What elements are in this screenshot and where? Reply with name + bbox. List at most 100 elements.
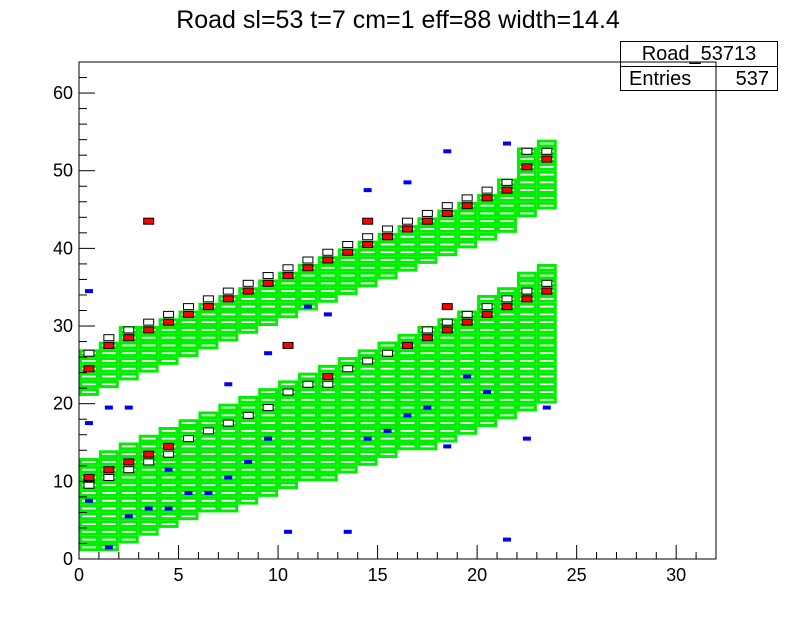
lower-road-box [278,403,298,412]
hit-red-cell [302,264,314,272]
lower-road-box [477,388,498,396]
lower-road-box [397,357,418,365]
lower-road-box [138,465,159,474]
lower-road-box [317,426,338,435]
upper-road-box [337,263,358,272]
lower-road-box [258,465,279,474]
lower-road-box [536,349,557,358]
lower-road-box [417,403,438,412]
y-tick-label: 0 [63,549,73,569]
upper-road-box [516,178,537,187]
lower-road-box [397,426,418,435]
lower-road-box [118,489,139,497]
hit-red-cell [342,248,354,256]
axes: 0 5 10 15 20 25 30 0 10 20 30 40 50 60 [53,61,717,585]
lower-road-box [516,333,537,342]
lower-road-box [417,411,438,420]
lower-road-box [457,333,478,342]
lower-road-box [258,450,279,459]
lower-road-box [297,419,318,427]
lower-road-box [198,496,219,505]
upper-road-box [417,256,438,264]
upper-road-box [337,271,358,280]
upper-road-box [477,209,498,218]
lower-road-box [258,411,279,420]
lower-road-box [297,450,318,459]
upper-road-box [516,194,537,202]
lower-road-box [337,372,358,381]
lower-road-box [357,442,378,451]
upper-road-box [317,287,338,295]
lower-road-box [317,388,338,396]
upper-road-box [337,256,358,264]
hit-red-cell [282,272,294,280]
lower-road-box [118,496,139,505]
road-boxes [79,139,557,552]
hit-red-cell [421,217,433,225]
hit-blue-cell [264,351,273,356]
upper-road-box [118,372,139,381]
upper-road-box [317,271,338,280]
upper-road-box [457,225,478,233]
lower-road-box [118,527,139,536]
lower-road-box [417,442,438,451]
hit-outline-cell [143,318,155,326]
hit-outline-cell [521,287,533,295]
lower-road-box [457,364,478,373]
lower-road-box [377,341,398,350]
lower-road-box [497,326,517,334]
hit-outline-cell [83,481,95,489]
upper-road-box [138,333,159,342]
lower-road-box [98,504,119,513]
lower-road-box [118,450,139,459]
upper-road-box [317,294,338,303]
hit-blue-cell [423,405,432,410]
lower-road-box [477,403,498,412]
lower-road-box [337,357,358,365]
hit-outline-cell [481,303,493,311]
lower-road-box [377,426,398,435]
lower-road-box [98,527,119,536]
upper-road-box [377,248,398,257]
upper-road-box [79,380,99,389]
lower-road-box [516,271,537,280]
lower-road-box [138,512,159,521]
lower-road-box [497,341,517,350]
hit-outline-cell [103,334,115,342]
hit-blue-cell [164,506,173,511]
lower-road-box [536,326,557,334]
lower-road-box [477,419,498,427]
upper-road-box [457,209,478,218]
lower-road-box [218,450,239,459]
lower-road-box [337,380,358,389]
lower-road-box [178,496,199,505]
lower-road-box [536,388,557,396]
lower-road-box [258,434,279,443]
lower-road-box [477,341,498,350]
x-tick-label: 10 [268,565,288,585]
lower-road-box [238,395,259,404]
lower-road-box [118,504,139,513]
hit-blue-cell [204,490,213,495]
upper-road-box [218,302,239,311]
lower-road-box [477,333,498,342]
upper-road-box [516,186,537,195]
lower-road-box [437,411,458,420]
lower-road-box [357,419,378,427]
upper-road-box [377,240,398,249]
lower-road-box [297,473,318,482]
upper-road-box [536,178,557,187]
lower-road-box [377,411,398,420]
lower-road-box [218,489,239,497]
upper-road-box [98,364,119,373]
hit-red-cell [521,295,533,303]
lower-road-box [437,349,458,358]
lower-road-box [437,426,458,435]
lower-road-box [397,388,418,396]
upper-road-box [477,201,498,210]
lower-road-box [497,372,517,381]
lower-road-box [497,310,517,319]
lower-road-box [516,357,537,365]
upper-road-box [79,372,99,381]
lower-road-box [516,341,537,350]
